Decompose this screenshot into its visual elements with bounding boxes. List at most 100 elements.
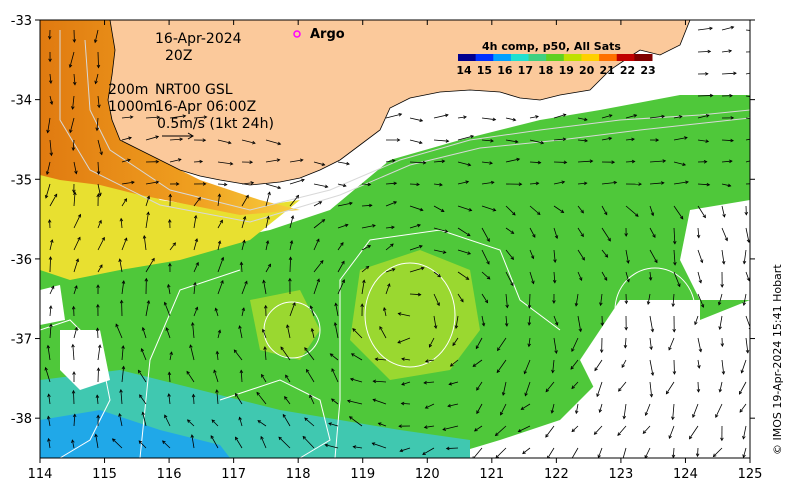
current-vector-head [48,305,53,309]
current-vector-head [661,114,666,119]
current-vector [553,249,556,263]
current-vector [697,27,713,31]
current-vector [409,267,425,273]
current-vector-head [718,326,722,331]
x-tick-label: 119 [350,467,375,482]
current-vector [577,160,593,163]
current-vector [72,344,75,361]
current-vector [741,359,747,373]
current-vector-head [739,391,743,395]
current-vector-head [368,203,373,208]
current-vector-head [342,183,347,188]
contour-1000m [59,30,750,223]
current-vector [625,205,639,217]
current-vector-head [299,158,304,163]
current-vector-head [721,371,726,375]
current-vector [189,344,195,361]
current-vector-head [624,326,628,331]
current-vector [285,374,291,383]
current-vector-head [75,258,80,263]
current-vector [647,293,651,305]
current-vector [601,181,617,185]
current-vector-head [151,257,155,262]
current-vector-head [571,385,575,390]
current-vector-head [193,214,198,219]
current-vector-head [720,343,725,347]
current-vector [672,403,675,420]
current-vector [673,161,686,166]
current-vector [192,394,195,405]
current-vector-head [214,307,218,312]
current-vector-head [141,326,146,331]
current-vector [481,181,494,185]
x-axis: 114 115 116 117 118 119 120 121 122 123 124 125 [28,20,762,482]
current-vector [46,161,51,175]
current-vector [481,249,490,265]
current-vector [649,205,654,216]
current-vector-head [720,437,724,442]
current-vector [745,227,750,243]
current-vector [553,227,558,239]
current-vector-head [45,171,50,176]
current-vector [545,425,555,438]
current-vector-head [545,433,549,438]
current-vector [119,259,123,273]
current-vector-head [304,417,308,422]
current-vector-head [292,302,296,306]
current-vector [211,419,219,427]
current-vector-head [340,242,344,246]
current-vector [552,359,555,373]
current-vector-head [190,434,195,438]
current-vector-head [460,298,464,303]
current-vector-head [284,396,288,400]
current-vector-head [481,322,486,327]
current-vector [169,351,173,361]
current-vector [446,447,459,449]
current-vector [697,337,702,352]
current-vector-head [584,138,589,143]
current-vector-head [223,182,228,187]
current-vector [361,204,372,207]
current-vector-head [660,181,665,185]
argo-label: Argo [310,27,345,42]
current-vector [193,282,196,295]
current-vector-head [163,301,168,306]
current-vector [210,435,219,449]
current-vector-head [442,427,447,431]
current-vector-head [589,159,594,163]
current-vector [385,201,397,207]
current-vector [649,271,652,281]
current-vector [529,249,534,259]
current-vector-head [742,260,747,265]
current-vector [241,240,245,251]
current-vector-head [111,438,116,442]
current-vector [240,370,243,383]
current-vector [625,138,635,141]
current-vector [721,205,725,217]
time-label: 20Z [165,48,192,64]
current-vector-head [309,305,314,310]
current-vector [577,117,588,121]
current-vector-head [722,213,726,218]
current-vector-head [168,262,172,267]
current-vector-head [142,234,147,239]
current-vector [217,257,224,273]
current-vector [166,327,171,339]
current-vector-head [554,350,558,354]
current-vector [261,374,267,383]
current-vector-head [349,377,354,382]
current-vector-head [715,414,719,418]
current-vector [457,227,471,236]
current-vector [115,324,123,339]
legend-ticks: 14 15 16 17 18 19 20 21 22 23 [456,64,655,77]
current-vector-head [494,432,499,437]
current-vector [433,160,445,163]
current-vector-head [44,366,48,371]
current-vector [47,345,51,361]
current-vector-head [131,180,135,185]
legend-tick-label: 17 [518,64,533,77]
current-vector [571,447,579,458]
cloud-gap-2 [580,300,700,420]
sst-region-yellowgreen [350,250,480,380]
